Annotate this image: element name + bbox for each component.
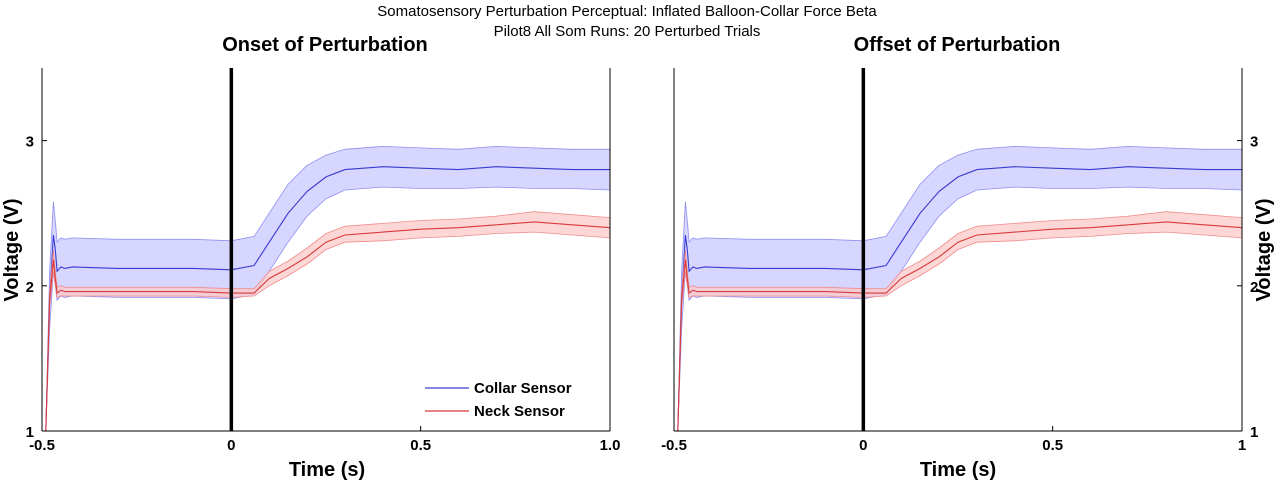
offset-plot-area [677, 68, 1243, 432]
offset-x-tick-label: 0.5 [1042, 437, 1063, 454]
figure-subtitle: Pilot8 All Som Runs: 20 Perturbed Trials [494, 23, 761, 40]
legend: Collar Sensor Neck Sensor [425, 380, 572, 420]
offset-y-tick-label: 2 [1250, 279, 1258, 296]
onset-panel-title: Onset of Perturbation [222, 34, 428, 56]
offset-x-tick-label: 1 [1238, 437, 1246, 454]
onset-neck-sensor-upper-edge [45, 211, 611, 432]
offset-y-tick-label: 1 [1250, 424, 1258, 441]
onset-plot-area [45, 68, 611, 432]
offset-y-axis-label: Voltage (V) [1253, 199, 1275, 302]
onset-y-axis-label: Voltage (V) [1, 199, 23, 302]
offset-axes: -0.5 0 0.5 11 2 3 [661, 68, 1258, 454]
onset-axes: -0.5 0 0.5 1.0 1 2 3 [26, 68, 621, 454]
onset-x-axis-label: Time (s) [289, 459, 365, 481]
offset-x-tick-label: 0 [859, 437, 867, 454]
onset-x-tick-label: -0.5 [29, 437, 55, 454]
onset-y-tick-label: 1 [26, 424, 34, 441]
onset-panel: Onset of Perturbation -0.5 0 0.5 1.0 1 2 3 Tim… [1, 34, 620, 481]
offset-panel: Offset of Perturbation -0.5 0 0.5 11 2 3 Time… [661, 34, 1275, 481]
onset-x-tick-label: 0 [227, 437, 235, 454]
onset-x-tick-label: 1.0 [600, 437, 621, 454]
offset-panel-title: Offset of Perturbation [854, 34, 1061, 56]
onset-collar-sensor-upper-edge [45, 145, 610, 432]
offset-x-axis-label: Time (s) [920, 459, 996, 481]
onset-x-tick-label: 0.5 [410, 437, 431, 454]
offset-neck-sensor-upper-edge [677, 211, 1243, 432]
onset-collar-sensor-line [45, 166, 610, 432]
offset-collar-sensor-line [677, 166, 1242, 432]
offset-x-tick-label: -0.5 [661, 437, 687, 454]
offset-neck-sensor-lower-edge [677, 231, 1243, 432]
onset-neck-sensor-line [45, 221, 611, 432]
figure-title: Somatosensory Perturbation Perceptual: I… [377, 3, 877, 20]
legend-collar-label: Collar Sensor [474, 380, 572, 397]
offset-collar-sensor-upper-edge [677, 145, 1242, 432]
offset-y-tick-label: 3 [1250, 134, 1258, 151]
onset-y-tick-label: 3 [26, 134, 34, 151]
onset-y-tick-label: 2 [26, 279, 34, 296]
onset-neck-sensor-lower-edge [45, 231, 611, 432]
legend-neck-label: Neck Sensor [474, 403, 565, 420]
offset-neck-sensor-line [677, 221, 1243, 432]
